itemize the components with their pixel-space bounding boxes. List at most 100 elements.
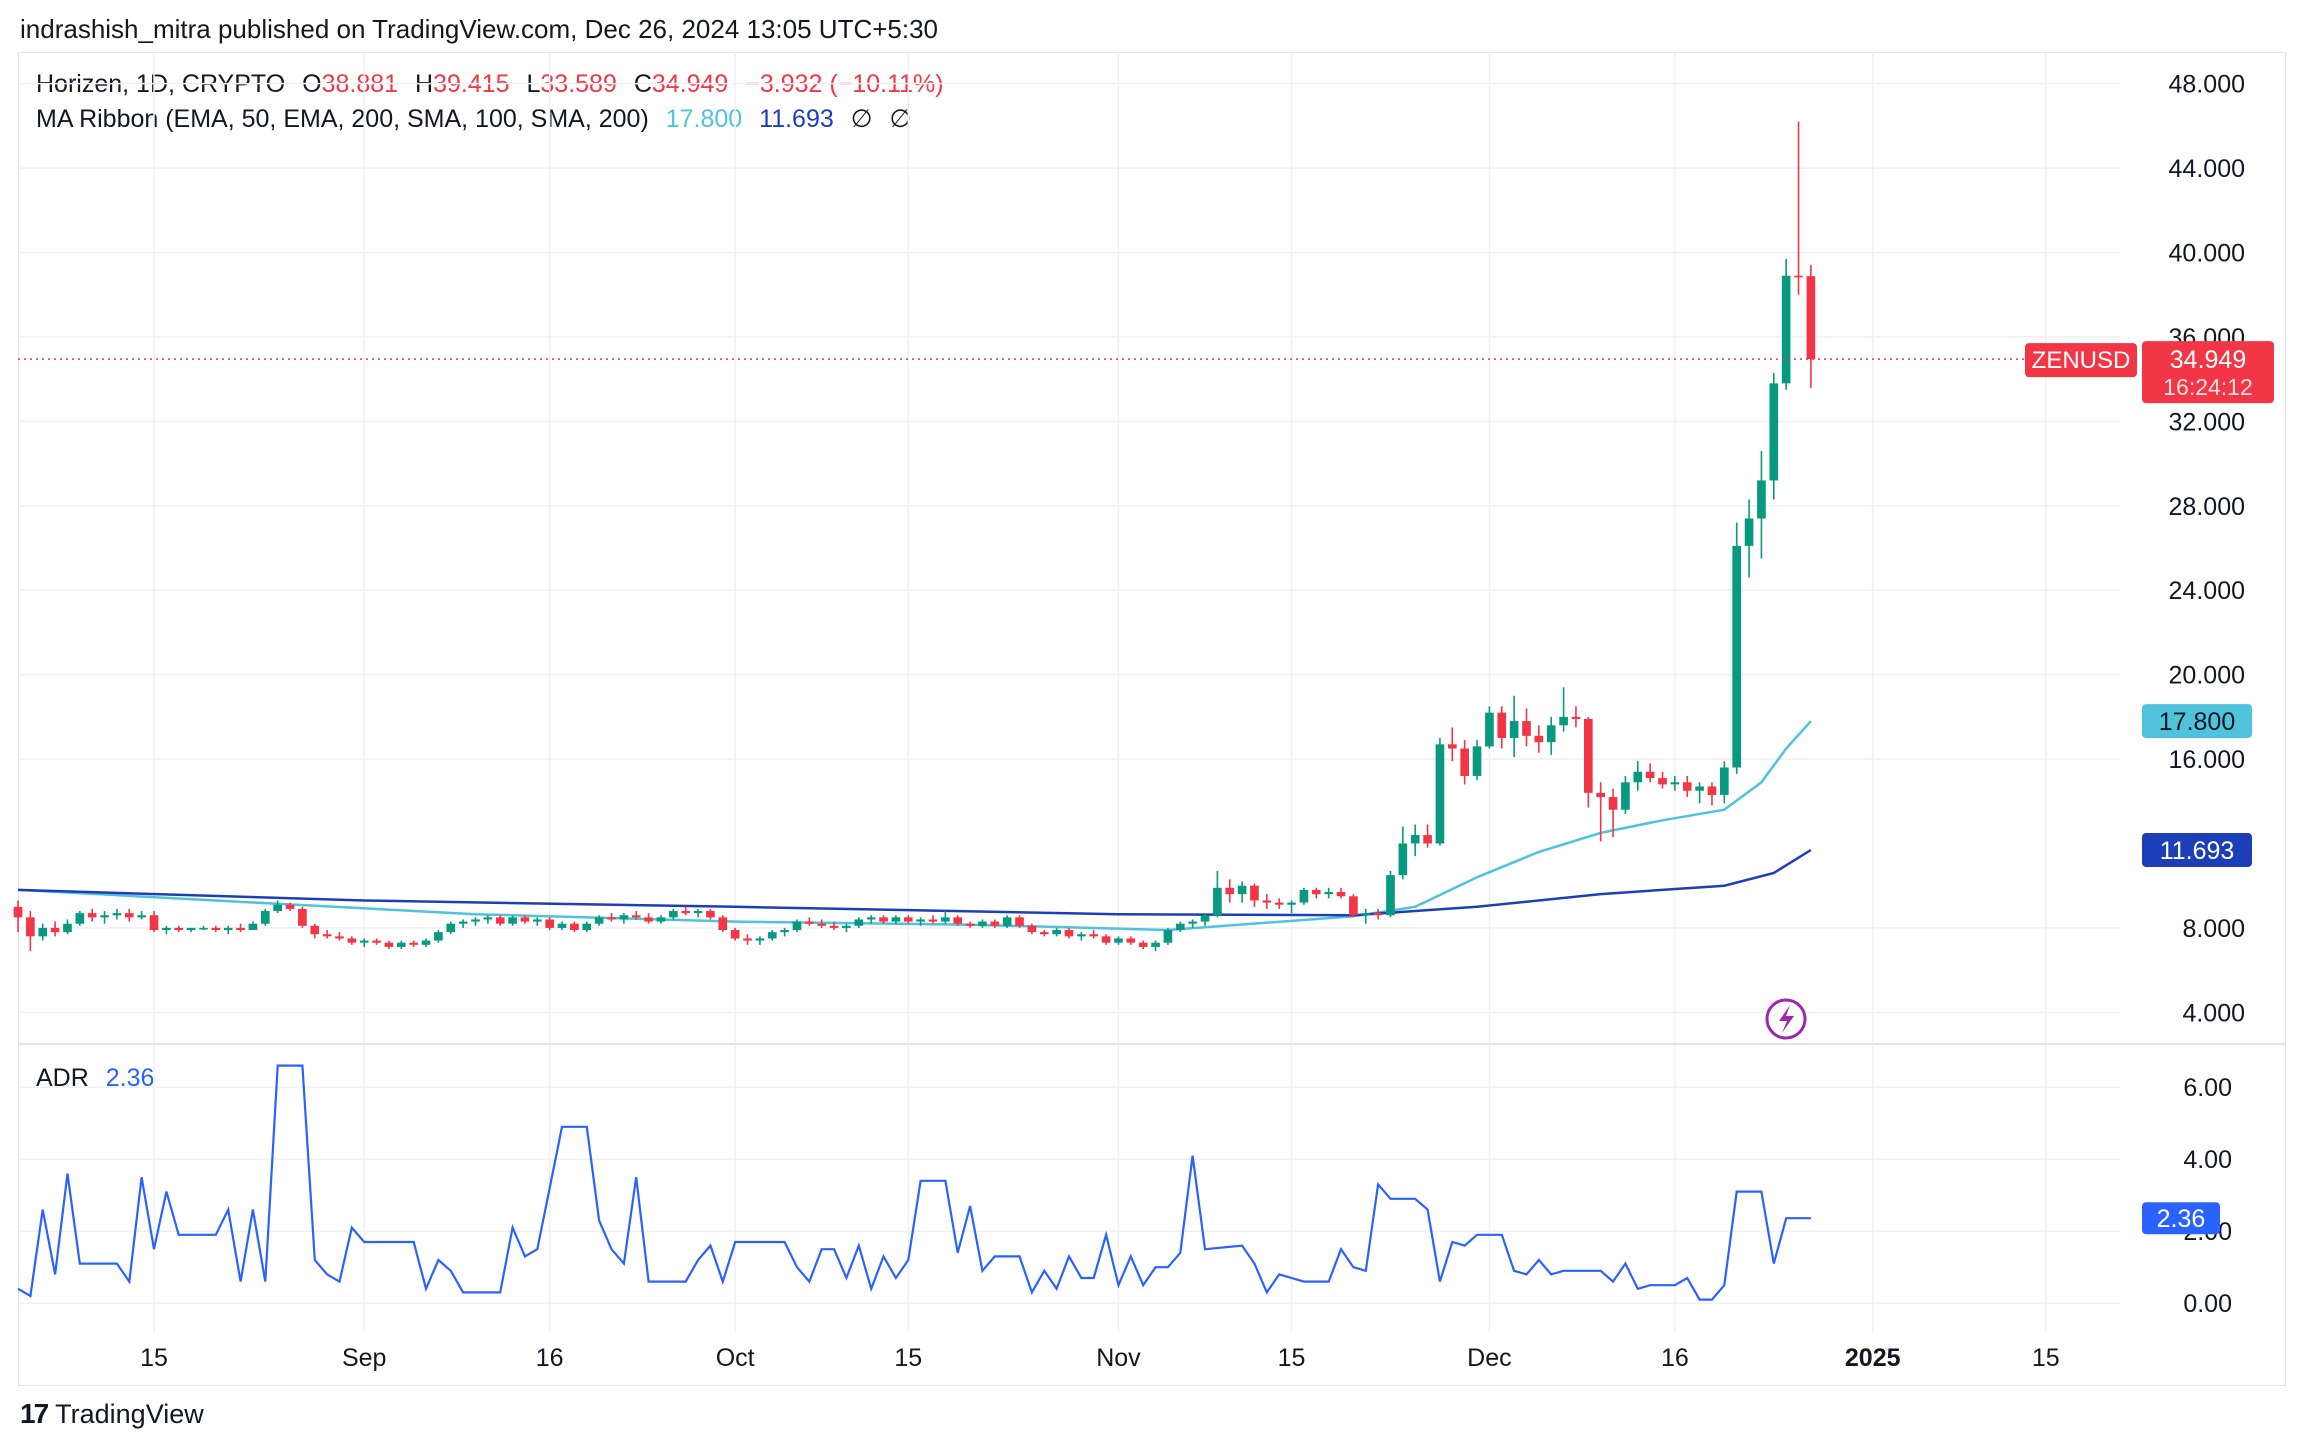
- candle-body: [260, 911, 270, 924]
- candle-body: [137, 915, 146, 918]
- candle-body: [1089, 934, 1099, 937]
- candle: [162, 925, 171, 935]
- candle: [520, 915, 530, 924]
- candle: [137, 911, 146, 920]
- candle-body: [1175, 923, 1185, 931]
- adr-line-group: [17, 1064, 1811, 1301]
- candle: [1262, 894, 1272, 909]
- candle-body: [520, 917, 530, 922]
- price-tick-label: 48.000: [2169, 71, 2245, 99]
- candle-body: [928, 919, 938, 922]
- ma-empty-value-1: ∅: [850, 105, 873, 133]
- candle: [1151, 940, 1160, 952]
- ma-fast-tag-text: 17.800: [2159, 708, 2235, 736]
- candle-body: [495, 917, 505, 924]
- candle-body: [607, 917, 616, 920]
- ma-ribbon-legend: MA Ribbon (EMA, 50, EMA, 200, SMA, 100, …: [36, 104, 911, 134]
- candle-body: [570, 923, 579, 931]
- candle: [186, 927, 196, 933]
- candle: [1064, 927, 1074, 939]
- price-tick-label: 44.000: [2169, 155, 2245, 183]
- adr-tick-label: 0.00: [2183, 1290, 2232, 1318]
- countdown-tag-text: 16:24:12: [2163, 374, 2253, 400]
- candle-body: [248, 923, 258, 931]
- ma-slow-line: [17, 848, 1812, 917]
- candle-body: [446, 923, 456, 933]
- candle: [384, 940, 394, 950]
- ma-fast-line: [17, 720, 1812, 932]
- candle: [879, 915, 888, 924]
- candle: [285, 902, 295, 912]
- candle: [1077, 932, 1086, 941]
- candle: [1163, 927, 1173, 945]
- candle: [260, 908, 270, 926]
- candle-body: [854, 919, 864, 926]
- candle: [1485, 706, 1494, 749]
- candle-body: [1794, 275, 1803, 278]
- candle: [532, 917, 542, 926]
- candle-body: [471, 919, 480, 922]
- candle: [1658, 771, 1667, 789]
- candle-body: [1213, 887, 1222, 916]
- candle: [656, 915, 666, 924]
- candle: [483, 915, 493, 924]
- candle: [1114, 936, 1123, 945]
- candle-body: [978, 921, 987, 926]
- candle: [780, 927, 789, 937]
- price-tick-label: 16.000: [2169, 746, 2245, 774]
- candle-body: [829, 925, 839, 928]
- candle-body: [63, 923, 72, 933]
- candle: [1682, 775, 1692, 798]
- ma-slow-tag-text: 11.693: [2160, 837, 2235, 865]
- candle: [1126, 936, 1136, 945]
- candle: [1720, 761, 1729, 804]
- candle-body: [508, 917, 517, 924]
- candle-body: [421, 940, 431, 945]
- candle-body: [347, 938, 357, 943]
- candle: [236, 923, 245, 933]
- price-tag-bg: [2142, 341, 2274, 404]
- candle: [1175, 921, 1185, 933]
- candle: [1559, 687, 1568, 732]
- candle: [434, 930, 443, 943]
- candle: [223, 925, 233, 935]
- candle-body: [1781, 275, 1791, 384]
- candle: [669, 908, 678, 920]
- candle-body: [1645, 771, 1655, 779]
- adr-value-tag-bg: [2142, 1202, 2220, 1235]
- candle: [557, 921, 567, 931]
- price-tick-label: 28.000: [2169, 493, 2245, 521]
- candle-body: [619, 915, 629, 920]
- adr-axis[interactable]: 0.002.004.006.00: [2183, 1074, 2232, 1318]
- candle: [1534, 725, 1544, 753]
- candle: [1398, 826, 1408, 880]
- candle-body: [1534, 735, 1544, 743]
- candle-body: [1027, 925, 1037, 933]
- candle: [1311, 887, 1321, 899]
- candle: [75, 911, 85, 926]
- candle: [1645, 763, 1655, 783]
- candle-body: [1460, 748, 1469, 776]
- price-axis[interactable]: 4.000 8.000 16.000 20.000 24.000 28.000 32.000…: [2169, 71, 2245, 1028]
- candle: [38, 923, 48, 941]
- candle: [594, 915, 604, 926]
- lightning-icon[interactable]: [1765, 998, 1807, 1040]
- candle: [1373, 908, 1383, 920]
- candle-body: [532, 919, 542, 922]
- candle-body: [1398, 843, 1408, 876]
- candle: [1633, 761, 1643, 791]
- candle: [1583, 716, 1593, 808]
- price-tick-label: 4.000: [2182, 999, 2245, 1027]
- candle: [1447, 727, 1457, 762]
- candle: [310, 923, 320, 939]
- candle-body: [75, 913, 85, 924]
- candle-body: [582, 923, 592, 931]
- ma-ribbon-title[interactable]: MA Ribbon (EMA, 50, EMA, 200, SMA, 100, …: [36, 105, 649, 133]
- candle: [1361, 908, 1371, 924]
- time-axis[interactable]: 15 Sep 16 Oct 15 Nov 15 Dec 16 2025 15: [140, 1344, 2060, 1372]
- adr-tick-label: 4.00: [2183, 1146, 2232, 1174]
- candle-body: [186, 927, 196, 931]
- candle: [199, 925, 208, 931]
